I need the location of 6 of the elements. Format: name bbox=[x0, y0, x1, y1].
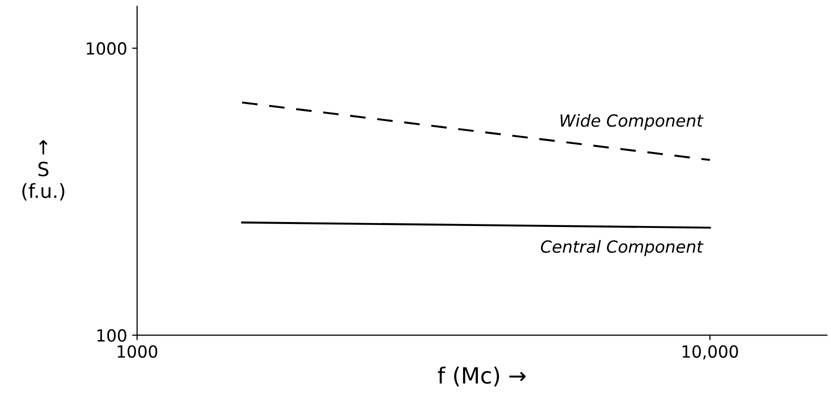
series-label: Wide Component bbox=[560, 114, 704, 130]
series-label: Central Component bbox=[540, 240, 704, 256]
x-axis-title: f (Mc) → bbox=[438, 366, 526, 386]
y-tick-label: 100 bbox=[97, 329, 126, 342]
y-axis-title: ↑ S (f.u.) bbox=[22, 140, 64, 200]
x-tick-label: 10,000 bbox=[682, 345, 738, 360]
